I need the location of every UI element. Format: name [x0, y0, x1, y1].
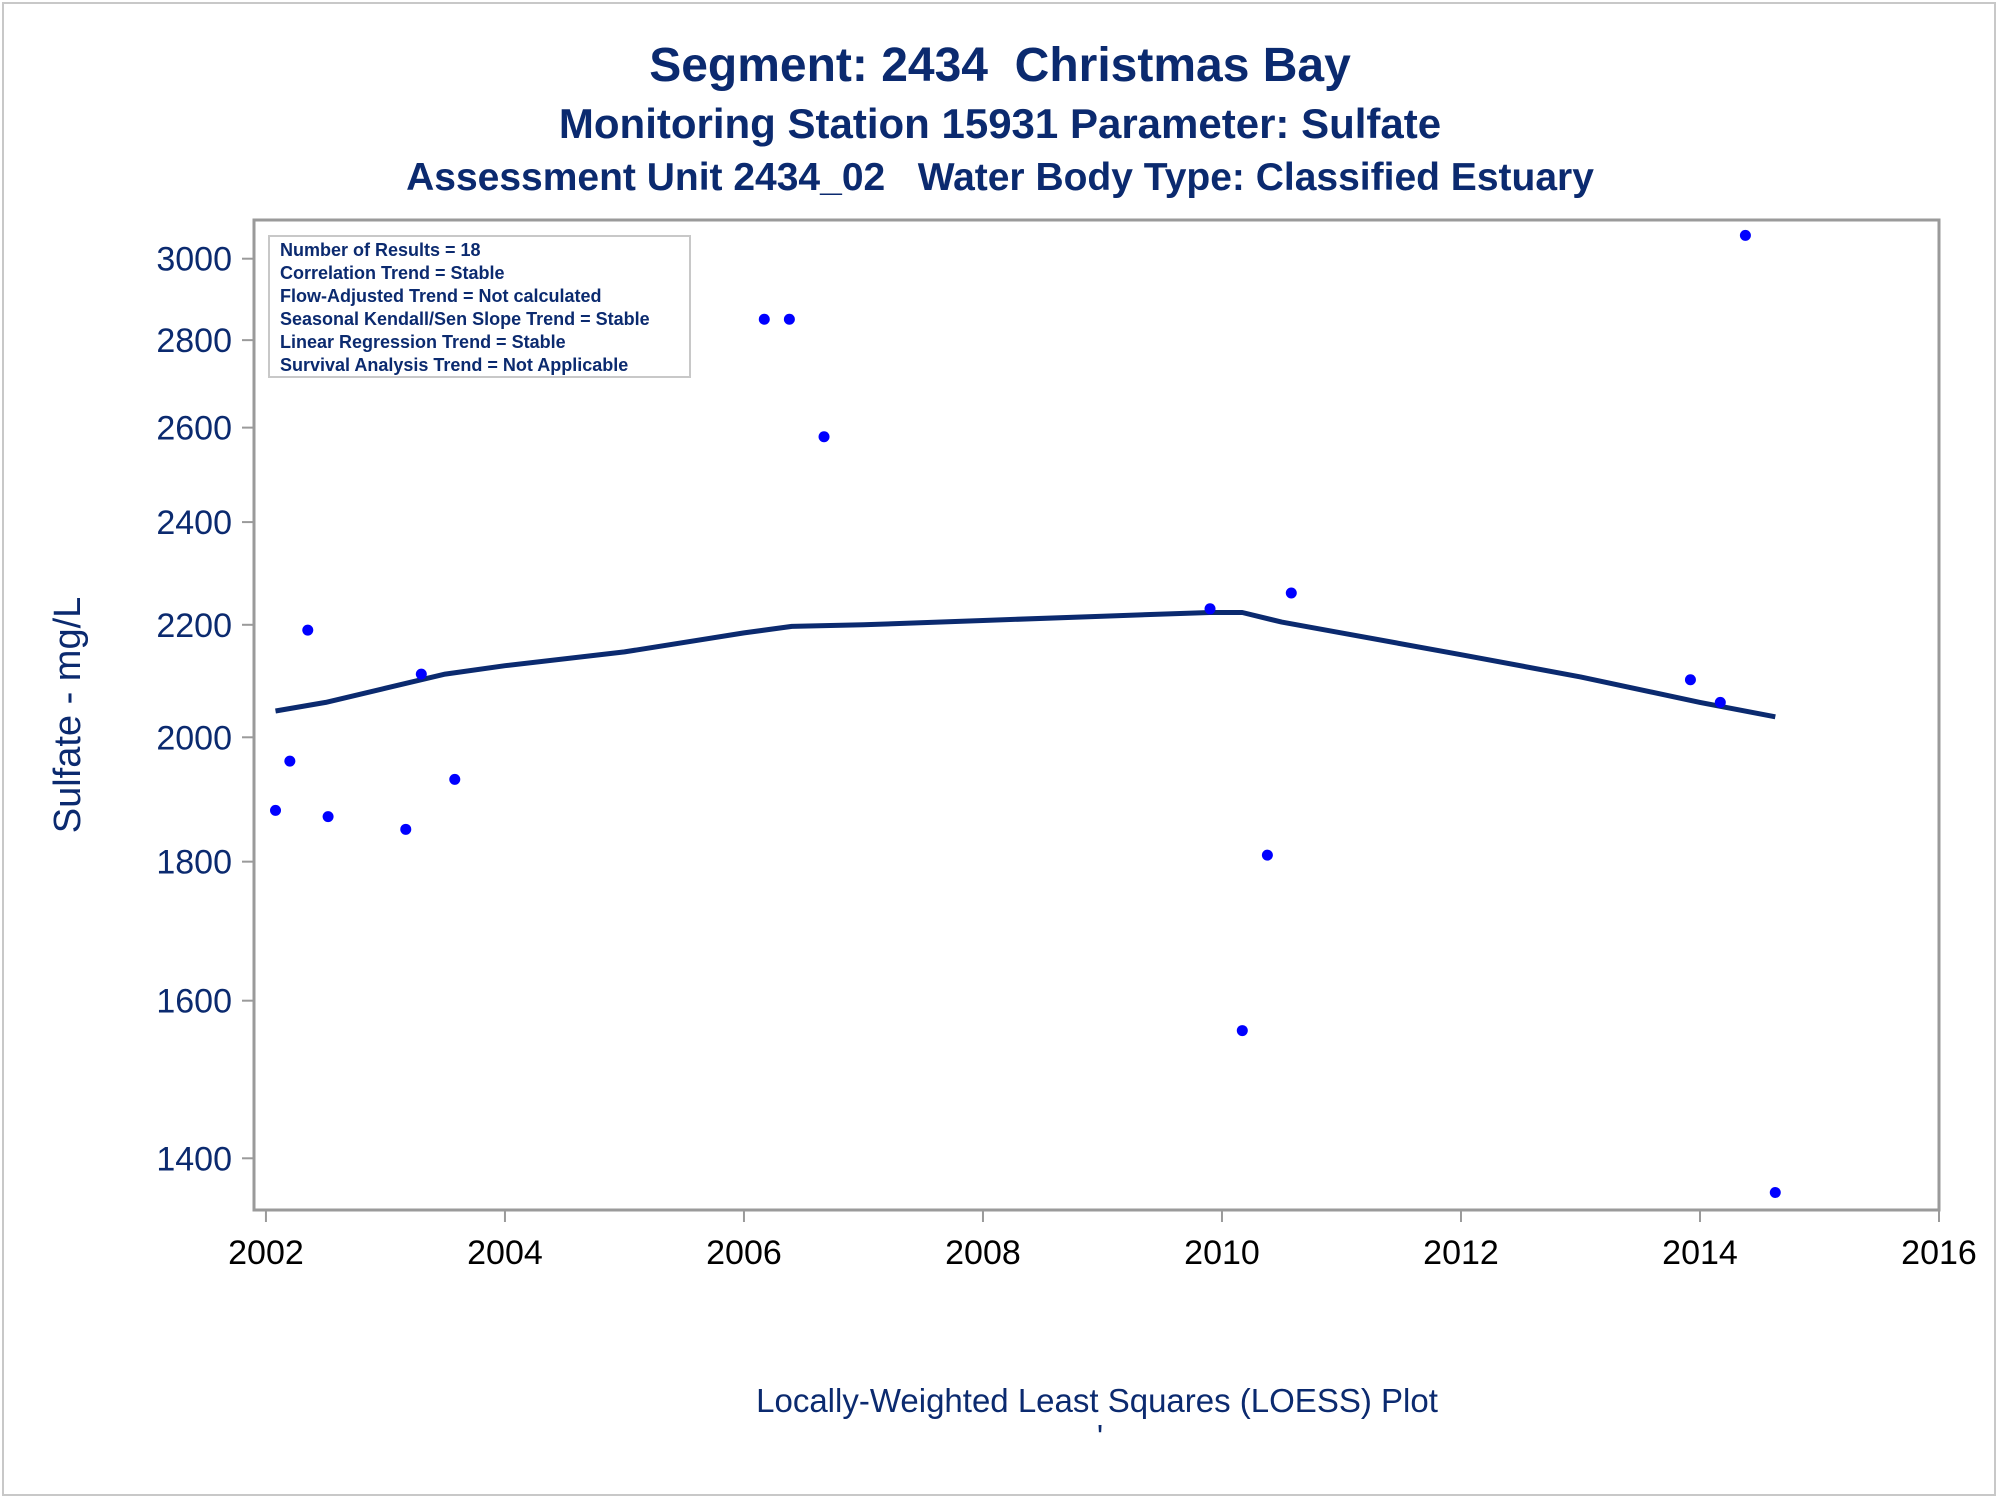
x-tick-label: 2008: [945, 1234, 1021, 1272]
inset-line: Linear Regression Trend = Stable: [280, 332, 566, 352]
chart-subtitle-2: Assessment Unit 2434_02 Water Body Type:…: [406, 156, 1594, 199]
data-point: [783, 313, 795, 325]
inset-line: Number of Results = 18: [280, 240, 481, 260]
y-tick-label: 2600: [156, 410, 232, 448]
x-tick-label: 2002: [228, 1234, 304, 1272]
y-tick-label: 1800: [156, 844, 232, 882]
plot-area: [252, 218, 1941, 1212]
data-points: [270, 229, 1781, 1199]
inset-line: Seasonal Kendall/Sen Slope Trend = Stabl…: [280, 309, 650, 329]
data-point: [415, 668, 427, 680]
y-tick-label: 1400: [156, 1140, 232, 1178]
x-tick-label: 2014: [1662, 1234, 1738, 1272]
x-tick-label: 2004: [467, 1234, 543, 1272]
y-tick-label: 2200: [156, 607, 232, 645]
y-tick-label: 2800: [156, 322, 232, 360]
x-tick-label: 2006: [706, 1234, 782, 1272]
data-point: [302, 624, 314, 636]
data-point: [322, 811, 334, 823]
data-point: [1769, 1187, 1781, 1199]
data-point: [818, 431, 830, 443]
loess-line: [275, 610, 1776, 720]
y-tick-label: 3000: [156, 241, 232, 279]
data-point: [1236, 1025, 1248, 1037]
data-point: [284, 755, 296, 767]
data-point: [1285, 587, 1297, 599]
data-point: [1204, 603, 1216, 615]
inset-line: Correlation Trend = Stable: [280, 263, 505, 283]
x-tick-label: 2016: [1901, 1234, 1977, 1272]
y-tick-label: 2400: [156, 504, 232, 542]
y-tick-label: 2000: [156, 719, 232, 757]
x-axis: 2002 2004 2006 2008 2010 2012 2014 2016: [228, 1210, 1977, 1272]
y-axis: 1400 1600 1800 2000 2200 2400 2600 2800 3000: [156, 241, 254, 1178]
x-tick-label: 2010: [1184, 1234, 1260, 1272]
chart-subtitle: Monitoring Station 15931 Parameter: Sulf…: [558, 100, 1442, 147]
y-tick-label: 1600: [156, 983, 232, 1021]
y-axis-title: Sulfate - mg/L: [47, 597, 89, 834]
data-point: [758, 313, 770, 325]
x-tick-label: 2012: [1423, 1234, 1499, 1272]
footnote: Locally-Weighted Least Squares (LOESS) P…: [756, 1382, 1438, 1419]
data-point: [1261, 849, 1273, 861]
data-point: [270, 804, 282, 816]
inset-line: Survival Analysis Trend = Not Applicable: [280, 355, 628, 375]
stats-inset: Number of Results = 18 Correlation Trend …: [268, 235, 691, 378]
inset-line: Flow-Adjusted Trend = Not calculated: [280, 286, 602, 306]
data-point: [1684, 674, 1696, 686]
data-point: [1714, 696, 1726, 708]
data-point: [449, 773, 461, 785]
footnote-mark: ': [1097, 1418, 1103, 1455]
chart-title: Segment: 2434 Christmas Bay: [649, 39, 1351, 92]
stats-inset-box: [268, 235, 691, 378]
data-point: [400, 823, 412, 835]
data-point: [1739, 229, 1751, 241]
